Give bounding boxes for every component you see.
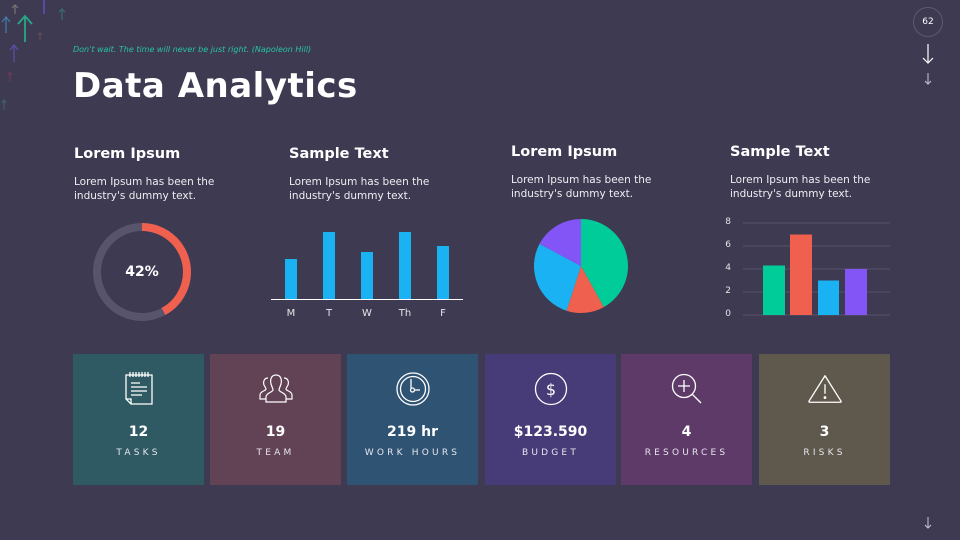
pie-slices — [533, 219, 629, 313]
work-hours-value: 219 hr — [387, 424, 438, 440]
x-label-t: T — [325, 308, 333, 319]
decorative-arrows-icon — [1, 0, 66, 110]
tasks-value: 12 — [128, 424, 149, 440]
y-tick-0: 0 — [725, 309, 731, 319]
risks-value: 3 — [819, 424, 830, 440]
section-4: Sample Text Lorem Ipsum has been the ind… — [730, 144, 930, 201]
category-bar-chart: 8 6 4 2 0 — [720, 215, 895, 325]
tile-tasks[interactable]: 12 TASKS — [73, 354, 204, 485]
resources-value: 4 — [681, 424, 692, 440]
tasks-label: TASKS — [116, 448, 161, 458]
x-label-f: F — [440, 308, 446, 319]
x-label-th: Th — [398, 308, 412, 319]
y-tick-6: 6 — [725, 240, 731, 250]
budget-value: $123.590 — [513, 424, 588, 440]
donut-chart: 42% — [90, 220, 194, 324]
down-arrow-icon[interactable] — [921, 43, 935, 65]
dollar-icon: $ — [533, 371, 569, 407]
resources-label: RESOURCES — [644, 448, 729, 458]
warning-icon — [807, 371, 843, 407]
section-2: Sample Text Lorem Ipsum has been the ind… — [289, 146, 489, 203]
team-label: TEAM — [256, 448, 295, 458]
tile-budget[interactable]: $ $123.590 BUDGET — [485, 354, 616, 485]
section-4-heading: Sample Text — [730, 144, 830, 160]
pie-chart — [533, 218, 629, 314]
y-tick-4: 4 — [725, 263, 731, 273]
section-1: Lorem Ipsum Lorem Ipsum has been the ind… — [74, 146, 274, 203]
category-bars — [743, 222, 890, 316]
budget-label: BUDGET — [521, 448, 580, 458]
section-1-body: Lorem Ipsum has been the industry's dumm… — [74, 176, 215, 202]
quote-text: Don't wait. The time will never be just … — [73, 45, 312, 54]
tile-risks[interactable]: 3 RISKS — [759, 354, 890, 485]
x-label-w: W — [362, 308, 372, 319]
tile-work-hours[interactable]: 219 hr WORK HOURS — [347, 354, 478, 485]
work-hours-label: WORK HOURS — [364, 448, 461, 458]
team-icon — [258, 371, 294, 407]
donut-percentage: 42% — [125, 264, 159, 280]
section-3-heading: Lorem Ipsum — [511, 144, 618, 160]
y-tick-8: 8 — [725, 217, 731, 227]
page-number-badge: 62 — [913, 7, 943, 37]
tile-resources[interactable]: 4 RESOURCES — [621, 354, 752, 485]
section-2-body: Lorem Ipsum has been the industry's dumm… — [289, 176, 430, 202]
donut-ring — [93, 223, 191, 321]
zoom-in-icon — [669, 371, 705, 407]
risks-label: RISKS — [803, 448, 846, 458]
section-3: Lorem Ipsum Lorem Ipsum has been the ind… — [511, 144, 711, 201]
x-label-m: M — [286, 308, 296, 319]
clock-icon — [395, 371, 431, 407]
tile-team[interactable]: 19 TEAM — [210, 354, 341, 485]
team-value: 19 — [265, 424, 286, 440]
weekday-bar-chart: M T W Th F — [270, 225, 465, 325]
weekday-bars — [271, 232, 463, 300]
section-4-body: Lorem Ipsum has been the industry's dumm… — [730, 174, 871, 200]
section-1-heading: Lorem Ipsum — [74, 146, 181, 162]
page-number: 62 — [922, 17, 934, 27]
page-title: Data Analytics — [73, 66, 358, 106]
section-2-heading: Sample Text — [289, 146, 389, 162]
y-tick-2: 2 — [725, 286, 731, 296]
down-arrow-bottom-icon[interactable] — [923, 516, 933, 530]
notepad-icon — [121, 371, 157, 407]
svg-text:$: $ — [545, 380, 555, 399]
down-arrow-small-icon[interactable] — [923, 72, 933, 86]
section-3-body: Lorem Ipsum has been the industry's dumm… — [511, 174, 652, 200]
